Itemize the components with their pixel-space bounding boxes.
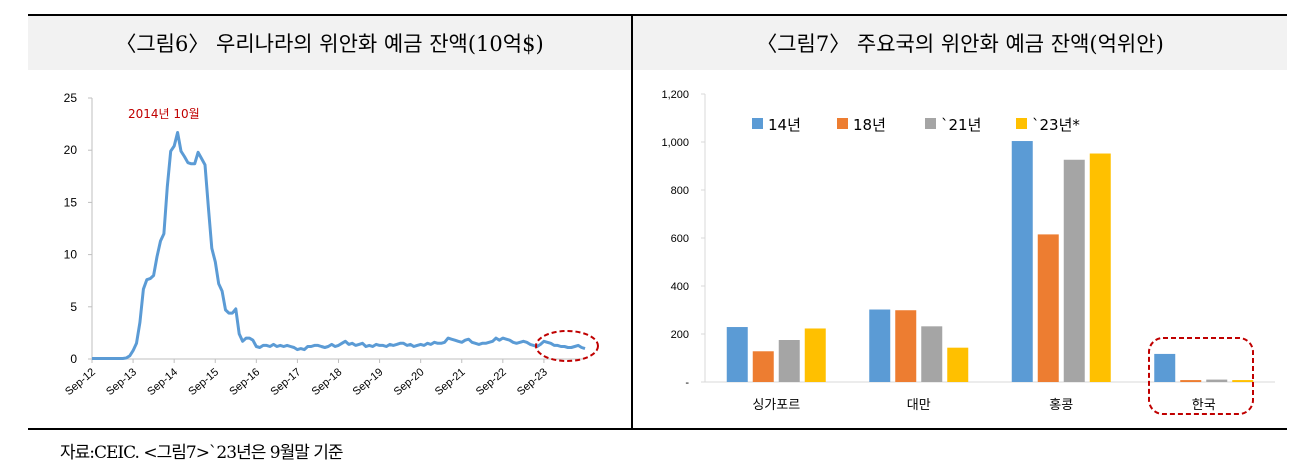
chart6-x-tick-label: Sep-19 [351, 366, 386, 398]
chart6-x-tick-label: Sep-12 [63, 366, 98, 398]
chart6-x-tick-label: Sep-14 [145, 366, 180, 398]
chart7-legend-label: `21년 [941, 116, 981, 134]
chart7-legend-swatch [1016, 118, 1027, 129]
chart7-category-label: 홍콩 [1049, 398, 1073, 413]
chart6-x-tick-label: Sep-20 [392, 366, 427, 398]
chart7-y-tick-label: 200 [671, 329, 689, 341]
chart6-y-tick-label: 0 [70, 352, 77, 366]
chart7-y-tick-label: 1,200 [661, 89, 689, 101]
chart7-bar [1089, 153, 1111, 382]
chart6-y-tick-label: 5 [70, 300, 77, 314]
chart7-bar [1206, 379, 1228, 382]
chart6-highlight-ellipse [535, 330, 599, 362]
chart7-legend-swatch [837, 118, 848, 129]
chart6-x-tick-label: Sep-17 [268, 366, 303, 398]
chart7-bar [1180, 380, 1202, 382]
chart6-y-tick-label: 15 [64, 195, 78, 209]
chart6-x-tick-label: Sep-22 [474, 366, 509, 398]
chart6-x-tick-label: Sep-15 [186, 366, 221, 398]
chart6-annotation: 2014년 10월 [128, 107, 200, 121]
chart7-y-tick-label: 400 [671, 281, 689, 293]
chart7-legend-label: `23년* [1032, 116, 1080, 134]
chart6-y-tick-label: 10 [64, 248, 78, 262]
source-note: 자료:CEIC. <그림7>`23년은 9월말 기준 [60, 443, 344, 463]
chart6-y-tick-label: 25 [64, 91, 78, 105]
chart7-y-tick-label: 1,000 [661, 137, 689, 149]
chart7-y-tick-label: 800 [671, 185, 689, 197]
chart6-y-tick-label: 20 [64, 143, 78, 157]
chart7-title: 〈그림7〉 주요국의 위안화 예금 잔액(억위안) [633, 16, 1287, 70]
chart7-bar [726, 327, 748, 382]
chart7-legend-swatch [925, 118, 936, 129]
panel-divider [631, 14, 633, 430]
chart7-legend-swatch [752, 118, 763, 129]
chart6-series-line [92, 131, 586, 360]
chart6-x-tick-label: Sep-21 [433, 366, 468, 398]
chart7-legend-label: 18년 [853, 116, 886, 134]
chart7-bar [1011, 141, 1033, 382]
chart7-bar [1232, 380, 1254, 382]
chart7-bar [895, 310, 917, 382]
chart7-bar [947, 347, 969, 382]
chart6-x-tick-label: Sep-18 [310, 366, 345, 398]
figure-frame [28, 14, 1287, 430]
chart7-bar-chart: - 200 400 600 800 1,000 1,200 싱가포르 대만 홍콩 한국 14년 18년 `… [661, 89, 1275, 415]
chart6-line-chart: 0 5 10 15 20 25 Sep-12 Sep-13 Sep-14 Sep-15 Sep-16… [63, 91, 599, 398]
chart7-category-label: 한국 [1192, 398, 1216, 413]
chart7-category-label: 대만 [907, 398, 931, 413]
chart7-bar [1154, 353, 1176, 382]
chart7-bar [752, 351, 774, 382]
chart7-bar [804, 328, 826, 382]
chart7-highlight-box [1148, 337, 1254, 415]
chart7-category-label: 싱가포르 [752, 398, 800, 413]
chart7-bar [921, 326, 943, 382]
chart7-bar [1037, 234, 1059, 382]
chart6-x-tick-label: Sep-23 [515, 366, 550, 398]
chart7-y-tick-label: - [685, 377, 689, 389]
chart7-legend-label: 14년 [768, 116, 801, 134]
chart7-bar [778, 340, 800, 382]
chart6-title: 〈그림6〉 우리나라의 위안화 예금 잔액(10억$) [28, 16, 631, 70]
chart7-bar [1063, 159, 1085, 382]
chart6-x-tick-label: Sep-16 [227, 366, 262, 398]
chart7-bar [869, 309, 891, 382]
chart7-y-tick-label: 600 [671, 233, 689, 245]
chart6-x-tick-label: Sep-13 [104, 366, 139, 398]
